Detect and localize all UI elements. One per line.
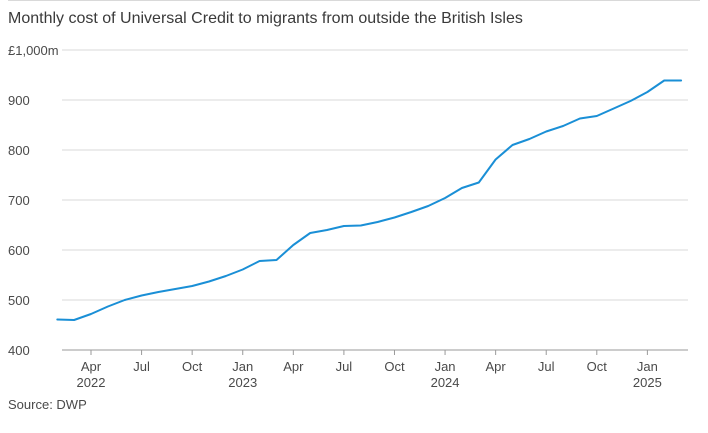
x-tick-label: Jul <box>336 359 353 374</box>
x-tick-label: Oct <box>384 359 405 374</box>
x-tick-label: Oct <box>182 359 203 374</box>
y-tick-label: 500 <box>8 293 30 308</box>
x-tick-label: Jan <box>232 359 253 374</box>
plot-area <box>56 79 683 321</box>
y-tick-label: £1,000m <box>8 43 59 58</box>
y-tick-label: 600 <box>8 243 30 258</box>
x-tick-label: Apr <box>81 359 102 374</box>
x-year-label: 2024 <box>431 375 460 390</box>
x-tick-label: Jul <box>133 359 150 374</box>
y-tick-label: 800 <box>8 143 30 158</box>
series-line <box>56 79 683 321</box>
x-tick-label: Apr <box>486 359 507 374</box>
x-tick-label: Jul <box>538 359 555 374</box>
x-year-label: 2023 <box>228 375 257 390</box>
x-tick-label: Jan <box>435 359 456 374</box>
source-note: Source: DWP <box>8 397 87 412</box>
y-gridlines <box>62 49 688 351</box>
y-tick-label: 700 <box>8 193 30 208</box>
x-year-label: 2025 <box>633 375 662 390</box>
y-axis-labels: 400 500 600 700 800 900 £1,000m <box>8 43 59 358</box>
x-tick-label: Oct <box>587 359 608 374</box>
y-tick-label: 400 <box>8 343 30 358</box>
chart-title: Monthly cost of Universal Credit to migr… <box>8 10 523 27</box>
x-tick-label: Jan <box>637 359 658 374</box>
x-tick-label: Apr <box>283 359 304 374</box>
y-tick-label: 900 <box>8 93 30 108</box>
x-year-label: 2022 <box>77 375 106 390</box>
top-rule <box>8 0 700 1</box>
